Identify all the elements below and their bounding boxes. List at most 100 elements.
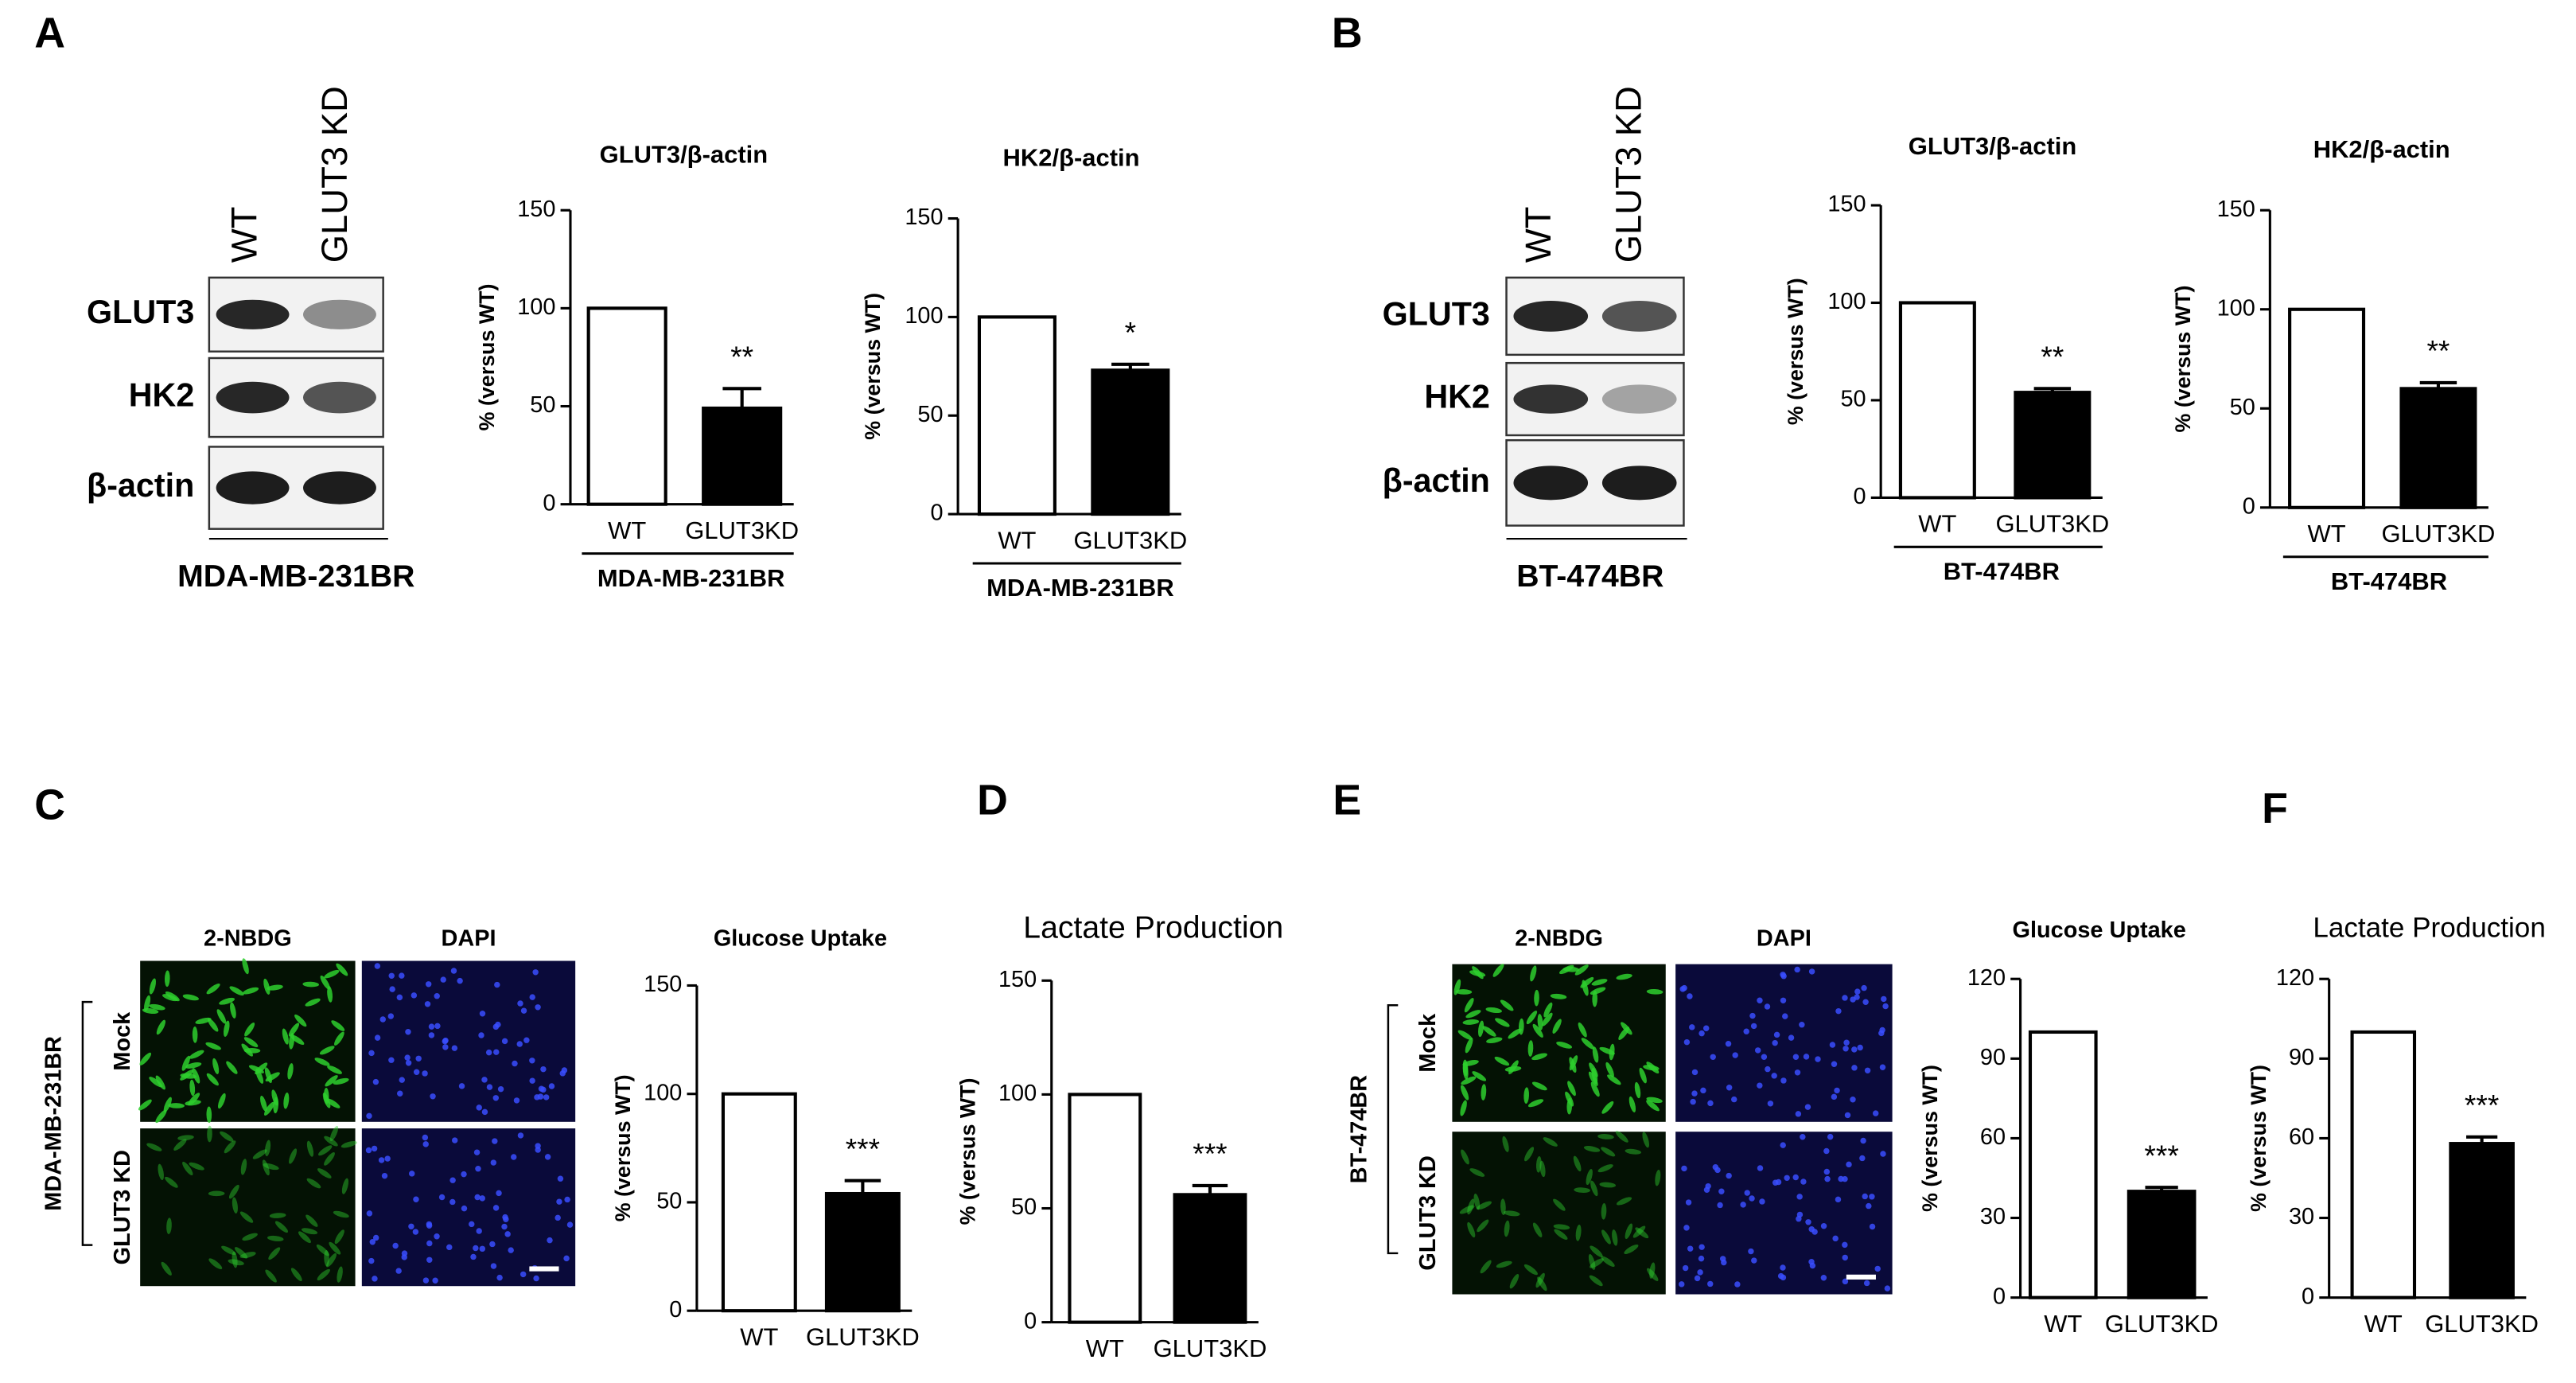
cell — [1508, 1060, 1519, 1075]
x-tick-label: GLUT3KD — [2425, 1310, 2539, 1338]
nucleus — [489, 1241, 496, 1248]
nucleus — [1759, 1198, 1765, 1205]
nucleus — [473, 1245, 479, 1252]
nucleus — [517, 1132, 524, 1139]
cell — [1527, 1099, 1544, 1108]
y-tick-label: 90 — [2289, 1045, 2314, 1070]
y-tick-label: 60 — [2289, 1124, 2314, 1150]
nucleus — [1831, 1061, 1838, 1067]
nucleus — [557, 1175, 564, 1182]
y-tick-label: 150 — [1827, 192, 1866, 217]
y-tick-label: 100 — [517, 294, 555, 320]
y-axis-label: % (versus WT) — [1918, 1065, 1942, 1212]
cell — [220, 1131, 234, 1142]
cell — [1601, 1203, 1607, 1220]
nucleus — [1717, 1202, 1723, 1209]
nucleus — [492, 1095, 499, 1101]
cell — [207, 1125, 212, 1143]
cell-line-label: MDA-MB-231BR — [177, 559, 414, 594]
cell — [185, 1062, 202, 1069]
cell — [1462, 1059, 1469, 1077]
cell — [1615, 1131, 1628, 1143]
cell — [207, 1018, 219, 1032]
nucleus — [529, 1077, 535, 1084]
nucleus — [424, 1001, 431, 1007]
cell — [1523, 1264, 1538, 1276]
cell — [317, 1168, 332, 1178]
cell — [1534, 989, 1539, 1007]
nucleus — [1712, 1164, 1719, 1171]
y-tick-label: 120 — [1967, 965, 2006, 991]
cell — [1635, 1227, 1649, 1239]
panel-letter: E — [1333, 777, 1361, 824]
nucleus — [426, 1256, 433, 1264]
nucleus — [1881, 995, 1887, 1003]
nucleus — [1782, 1013, 1788, 1019]
nucleus — [520, 1007, 527, 1014]
nucleus — [548, 1083, 555, 1089]
cell — [267, 1235, 284, 1241]
cell — [144, 995, 151, 1011]
protein-label: HK2 — [129, 376, 195, 413]
cell — [336, 963, 348, 976]
nucleus — [434, 1023, 441, 1030]
nucleus — [1689, 1024, 1695, 1030]
cell — [242, 1233, 258, 1241]
cell — [255, 1062, 268, 1075]
chart-title: GLUT3/β-actin — [1909, 132, 2077, 160]
nucleus — [1862, 1193, 1868, 1200]
cell — [262, 1159, 270, 1176]
cell — [1461, 1076, 1477, 1085]
cell — [1543, 1002, 1553, 1018]
y-tick-label: 150 — [2217, 197, 2255, 222]
cell — [263, 978, 270, 995]
nucleus — [1869, 1223, 1876, 1230]
significance: ** — [2041, 340, 2064, 373]
protein-label: β-actin — [87, 467, 194, 504]
nucleus — [1824, 1175, 1831, 1182]
cell — [1591, 979, 1608, 986]
nucleus — [388, 972, 395, 980]
nucleus — [1780, 1077, 1787, 1084]
nucleus — [1866, 1202, 1872, 1210]
bar — [1898, 301, 1976, 500]
nucleus — [411, 992, 418, 999]
x-tick-label: WT — [998, 526, 1036, 554]
cell — [155, 1075, 165, 1090]
nucleus — [371, 1145, 378, 1152]
chart-title: HK2/β-actin — [2313, 135, 2450, 163]
cell — [1624, 1245, 1639, 1254]
y-tick-label: 120 — [2276, 965, 2314, 991]
cell — [327, 986, 333, 1003]
nucleus — [1834, 1087, 1840, 1094]
nucleus — [490, 1263, 497, 1269]
nucleus — [1740, 1202, 1746, 1208]
group-label: MDA-MB-231BR — [597, 564, 785, 592]
nucleus — [1831, 1093, 1838, 1101]
error-bar — [2419, 380, 2457, 389]
nucleus — [372, 1276, 378, 1282]
cell — [230, 1002, 236, 1019]
y-tick-label: 30 — [2289, 1204, 2314, 1229]
nucleus — [397, 1090, 403, 1097]
cell — [1597, 1134, 1614, 1140]
nucleus — [1827, 1133, 1834, 1140]
cell — [239, 1211, 254, 1223]
cell — [1504, 1220, 1510, 1237]
cell — [208, 1190, 225, 1197]
nucleus — [1823, 1168, 1831, 1175]
cell — [1599, 1182, 1617, 1188]
cell — [331, 1020, 345, 1031]
cell — [1625, 1223, 1633, 1239]
micrograph — [361, 960, 576, 1122]
cell — [1496, 1260, 1512, 1268]
nucleus — [493, 1049, 500, 1055]
nucleus — [1685, 1199, 1692, 1206]
group-label: BT-474BR — [2331, 567, 2447, 595]
nucleus — [1750, 1023, 1757, 1030]
cell — [320, 975, 330, 990]
error-bar — [722, 387, 761, 408]
nucleus — [413, 1069, 420, 1075]
condition-label: GLUT3 KD — [110, 1150, 135, 1264]
nucleus — [430, 1093, 436, 1100]
